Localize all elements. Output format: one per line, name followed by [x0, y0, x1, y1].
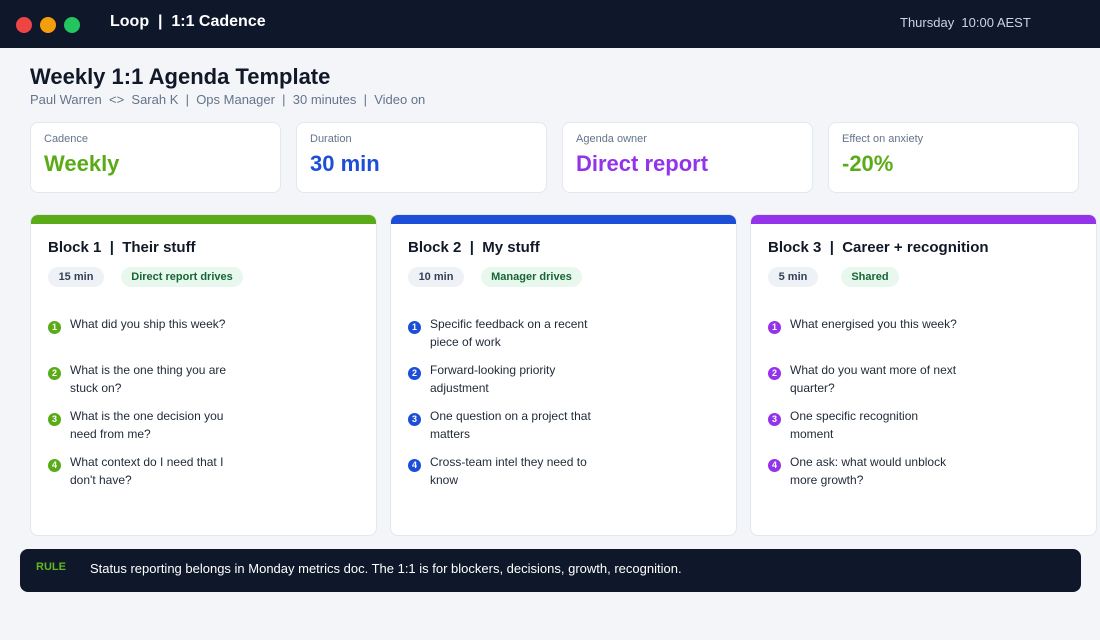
agenda-item: 1 Specific feedback on a recent piece of… — [408, 315, 728, 355]
stat-value: 30 min — [310, 151, 380, 176]
stat-value: -20% — [842, 151, 894, 176]
time-badge: 5 min — [768, 267, 818, 287]
time-badge: 15 min — [48, 267, 104, 287]
time-badge: 10 min — [408, 267, 464, 287]
item-text: What energised you this week? — [790, 317, 957, 331]
agenda-item: 3 One specific recognition moment — [768, 407, 1088, 447]
stat-label: Cadence — [44, 133, 89, 145]
item-text: One question on a project that matters — [430, 409, 591, 441]
item-text: Cross-team intel they need to know — [430, 455, 587, 487]
block-accent-bar — [391, 215, 736, 224]
owner-badge: Shared — [841, 267, 899, 287]
agenda-item: 2 Forward-looking priority adjustment — [408, 361, 728, 401]
item-text: One ask: what would unblock more growth? — [790, 455, 947, 487]
item-number-icon: 4 — [768, 459, 781, 472]
item-text: What is the one decision you need from m… — [70, 409, 224, 441]
close-window-button[interactable] — [16, 17, 32, 33]
block-accent-bar — [31, 215, 376, 224]
item-number-icon: 3 — [768, 413, 781, 426]
block-title: Block 2 | My stuff — [408, 239, 540, 256]
maximize-window-button[interactable] — [64, 17, 80, 33]
item-text: One specific recognition moment — [790, 409, 919, 441]
item-number-icon: 3 — [48, 413, 61, 426]
item-number-icon: 1 — [48, 321, 61, 334]
clock: Thursday 10:00 AEST — [900, 15, 1031, 30]
item-text: Specific feedback on a recent piece of w… — [430, 317, 588, 349]
agenda-block-my-stuff: Block 2 | My stuff 10 min Manager drives… — [390, 214, 737, 536]
agenda-item: 4 What context do I need that I don't ha… — [48, 453, 368, 493]
item-text: What did you ship this week? — [70, 317, 226, 331]
stat-label: Duration — [310, 133, 352, 145]
agenda-block-their-stuff: Block 1 | Their stuff 15 min Direct repo… — [30, 214, 377, 536]
stat-card-cadence: Cadence Weekly — [30, 122, 281, 193]
rule-banner: RULE Status reporting belongs in Monday … — [20, 549, 1081, 592]
window-titlebar: Loop | 1:1 Cadence Thursday 10:00 AEST — [0, 0, 1100, 48]
agenda-item: 3 What is the one decision you need from… — [48, 407, 368, 447]
rule-text: Status reporting belongs in Monday metri… — [90, 561, 682, 576]
agenda-item: 1 What energised you this week? — [768, 315, 1088, 355]
stat-value: Direct report — [576, 151, 709, 176]
stat-card-agenda-owner: Agenda owner Direct report — [562, 122, 813, 193]
stat-label: Effect on anxiety — [842, 133, 924, 145]
agenda-item: 3 One question on a project that matters — [408, 407, 728, 447]
agenda-item: 1 What did you ship this week? — [48, 315, 368, 355]
minimize-window-button[interactable] — [40, 17, 56, 33]
rule-label: RULE — [36, 561, 66, 573]
agenda-item: 2 What is the one thing you are stuck on… — [48, 361, 368, 401]
item-number-icon: 2 — [408, 367, 421, 380]
stat-card-anxiety-effect: Effect on anxiety -20% — [828, 122, 1079, 193]
item-number-icon: 4 — [48, 459, 61, 472]
item-text: What context do I need that I don't have… — [70, 455, 224, 487]
item-number-icon: 2 — [768, 367, 781, 380]
stat-value: Weekly — [44, 151, 120, 176]
page-title: Weekly 1:1 Agenda Template — [30, 64, 331, 89]
block-accent-bar — [751, 215, 1096, 224]
item-number-icon: 1 — [768, 321, 781, 334]
app-title: Loop | 1:1 Cadence — [110, 13, 266, 30]
agenda-item: 2 What do you want more of next quarter? — [768, 361, 1088, 401]
item-number-icon: 1 — [408, 321, 421, 334]
item-text: What is the one thing you are stuck on? — [70, 363, 227, 395]
stat-label: Agenda owner — [576, 133, 647, 145]
item-number-icon: 3 — [408, 413, 421, 426]
owner-badge: Direct report drives — [121, 267, 243, 287]
item-number-icon: 4 — [408, 459, 421, 472]
item-text: What do you want more of next quarter? — [790, 363, 957, 395]
agenda-item: 4 Cross-team intel they need to know — [408, 453, 728, 493]
stat-card-duration: Duration 30 min — [296, 122, 547, 193]
agenda-item: 4 One ask: what would unblock more growt… — [768, 453, 1088, 493]
item-number-icon: 2 — [48, 367, 61, 380]
item-text: Forward-looking priority adjustment — [430, 363, 556, 395]
page-subtitle: Paul Warren <> Sarah K | Ops Manager | 3… — [30, 92, 426, 107]
block-title: Block 3 | Career + recognition — [768, 239, 989, 256]
owner-badge: Manager drives — [481, 267, 582, 287]
agenda-block-career-recognition: Block 3 | Career + recognition 5 min Sha… — [750, 214, 1097, 536]
block-title: Block 1 | Their stuff — [48, 239, 196, 256]
